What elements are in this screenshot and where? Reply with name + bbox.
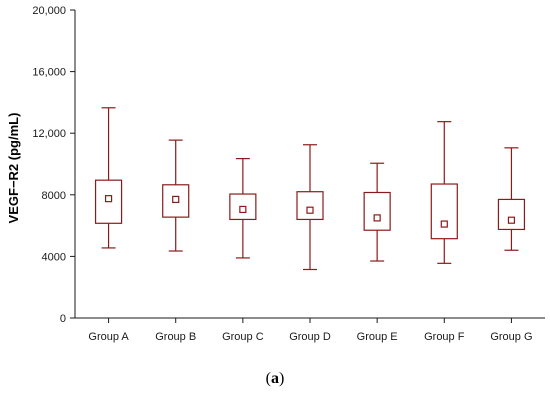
iqr-box [363,191,391,231]
y-tick-label: 4000 [42,251,66,263]
iqr-box [296,191,324,221]
mean-marker [172,195,180,204]
x-tick-label: Group C [222,331,264,343]
y-tick-label: 16,000 [32,67,66,79]
box-group-f [430,121,458,264]
y-tick-label: 8000 [42,190,66,202]
x-tick-label: Group B [155,331,196,343]
panel-letter: a [271,370,279,387]
box-group-g [497,147,526,251]
mean-marker [440,220,448,228]
box-group-e [363,162,391,262]
x-tick-label: Group A [88,331,129,343]
iqr-box [497,198,526,231]
panel-label: (a) [265,370,285,387]
y-axis-title: VEGF−R2 (pg/mL) [6,113,21,224]
box-group-b [162,139,190,252]
mean-marker [104,195,113,203]
mean-marker [239,205,247,214]
axes: 0 4000 8000 12,000 16,000 20,000 Group A Group … [32,5,545,343]
x-tick-label: Group E [357,331,398,343]
box-group-d [296,144,324,271]
x-tick-label: Group F [424,331,465,343]
y-tick-label: 0 [60,313,66,325]
iqr-box [430,183,458,240]
box-group-c [229,158,257,259]
boxes-layer [94,107,526,271]
mean-marker [373,214,381,222]
y-tick-label: 12,000 [32,128,66,140]
y-tick-label: 20,000 [32,5,66,17]
x-tick-label: Group G [490,331,532,343]
x-tick-label: Group D [289,331,331,343]
mean-marker [507,216,516,224]
mean-marker [306,206,314,214]
box-group-a [94,107,123,249]
